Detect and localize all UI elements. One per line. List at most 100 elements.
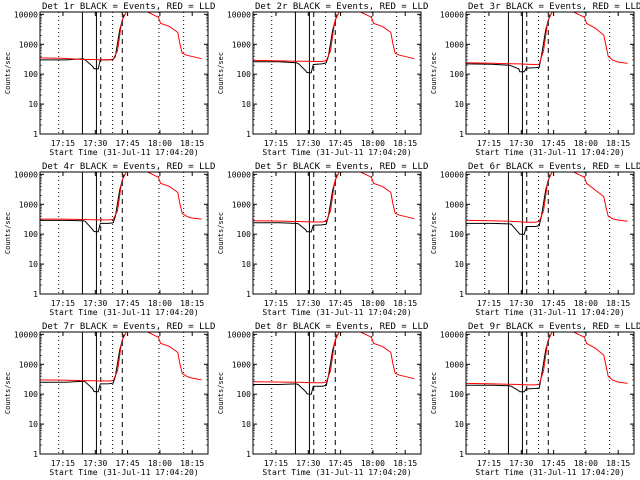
y-axis-label: Counts/sec	[430, 52, 438, 94]
x-axis-label: Start Time (31-Jul-11 17:04:20)	[49, 148, 198, 157]
x-tick-label: 17:15	[477, 299, 501, 308]
chart-panel-2: Det 2r BLACK = Events, RED = LLD Counts/s…	[217, 2, 428, 157]
x-tick-label: 17:15	[264, 459, 288, 468]
lld-series-line	[39, 331, 202, 382]
x-axis-label: Start Time (31-Jul-11 17:04:20)	[49, 468, 198, 477]
x-tick-label: 17:45	[542, 139, 566, 148]
y-tick-label: 100	[450, 70, 465, 79]
x-tick-label: 17:30	[296, 459, 320, 468]
x-tick-label: 18:00	[148, 459, 172, 468]
x-tick-label: 18:15	[393, 459, 417, 468]
x-tick-label: 18:00	[574, 299, 598, 308]
y-tick-label: 10	[454, 260, 464, 269]
x-tick-label: 17:45	[542, 459, 566, 468]
y-tick-label: 100	[450, 390, 465, 399]
x-tick-label: 17:30	[83, 139, 107, 148]
events-series-line	[40, 14, 125, 70]
x-tick-label: 18:00	[361, 299, 385, 308]
x-tick-label: 18:15	[606, 459, 630, 468]
y-tick-label: 1000	[19, 360, 38, 369]
plot-frame	[39, 11, 209, 135]
y-tick-label: 1	[33, 290, 38, 299]
y-tick-label: 10	[241, 420, 251, 429]
lld-series-line	[252, 171, 415, 223]
chart-panel-9: Det 9r BLACK = Events, RED = LLD Counts/s…	[430, 322, 640, 477]
chart-title: Det 7r BLACK = Events, RED = LLD	[42, 322, 215, 332]
y-tick-label: 10	[454, 420, 464, 429]
y-tick-label: 100	[237, 390, 252, 399]
y-tick-label: 100	[237, 70, 252, 79]
y-axis-label: Counts/sec	[217, 372, 225, 414]
events-series-line	[40, 174, 125, 233]
y-tick-label: 10	[28, 260, 38, 269]
y-tick-label: 1000	[232, 200, 251, 209]
y-axis-label: Counts/sec	[430, 372, 438, 414]
x-tick-label: 18:00	[361, 459, 385, 468]
y-tick-label: 1	[459, 450, 464, 459]
y-tick-label: 1	[33, 130, 38, 139]
y-tick-label: 10000	[227, 170, 251, 179]
x-tick-label: 17:30	[296, 139, 320, 148]
x-tick-label: 18:15	[180, 299, 204, 308]
x-tick-label: 17:15	[264, 299, 288, 308]
x-tick-label: 17:15	[264, 139, 288, 148]
x-tick-label: 17:45	[329, 299, 353, 308]
x-tick-label: 17:30	[509, 299, 533, 308]
x-tick-label: 17:30	[296, 299, 320, 308]
plot-frame	[465, 331, 635, 455]
lld-series-line	[39, 11, 202, 61]
y-tick-label: 10000	[440, 170, 464, 179]
x-tick-label: 18:15	[180, 139, 204, 148]
x-tick-label: 18:15	[393, 299, 417, 308]
x-tick-label: 18:15	[180, 459, 204, 468]
plot-frame	[39, 331, 209, 455]
lld-series-line	[465, 11, 628, 66]
x-tick-label: 17:45	[329, 459, 353, 468]
y-tick-label: 1000	[232, 360, 251, 369]
x-tick-label: 18:00	[148, 299, 172, 308]
x-axis-label: Start Time (31-Jul-11 17:04:20)	[475, 148, 624, 157]
y-tick-label: 100	[24, 390, 39, 399]
x-axis-label: Start Time (31-Jul-11 17:04:20)	[262, 308, 411, 317]
y-tick-label: 10	[454, 100, 464, 109]
y-axis-label: Counts/sec	[217, 212, 225, 254]
y-tick-label: 1	[246, 130, 251, 139]
y-tick-label: 10000	[227, 10, 251, 19]
chart-panel-8: Det 8r BLACK = Events, RED = LLD Counts/s…	[217, 322, 428, 477]
y-tick-label: 1000	[445, 40, 464, 49]
chart-panel-5: Det 5r BLACK = Events, RED = LLD Counts/s…	[217, 162, 428, 317]
y-tick-label: 1	[246, 290, 251, 299]
x-axis-label: Start Time (31-Jul-11 17:04:20)	[49, 308, 198, 317]
y-tick-label: 1	[33, 450, 38, 459]
y-tick-label: 100	[24, 230, 39, 239]
chart-panel-4: Det 4r BLACK = Events, RED = LLD Counts/s…	[4, 162, 215, 317]
chart-title: Det 4r BLACK = Events, RED = LLD	[42, 162, 215, 172]
chart-title: Det 3r BLACK = Events, RED = LLD	[468, 2, 640, 12]
x-tick-label: 18:15	[606, 139, 630, 148]
x-axis-label: Start Time (31-Jul-11 17:04:20)	[475, 308, 624, 317]
x-axis-label: Start Time (31-Jul-11 17:04:20)	[475, 468, 624, 477]
x-tick-label: 18:00	[574, 139, 598, 148]
y-tick-label: 1000	[19, 200, 38, 209]
x-tick-label: 18:00	[361, 139, 385, 148]
x-axis-label: Start Time (31-Jul-11 17:04:20)	[262, 148, 411, 157]
y-tick-label: 1	[246, 450, 251, 459]
chart-title: Det 5r BLACK = Events, RED = LLD	[255, 162, 428, 172]
y-tick-label: 1	[459, 130, 464, 139]
x-tick-label: 17:30	[509, 459, 533, 468]
x-tick-label: 17:45	[329, 139, 353, 148]
lld-series-line	[465, 331, 628, 386]
y-tick-label: 10000	[14, 330, 38, 339]
lld-series-line	[465, 171, 628, 223]
x-tick-label: 18:15	[393, 139, 417, 148]
x-tick-label: 18:15	[606, 299, 630, 308]
y-axis-label: Counts/sec	[430, 212, 438, 254]
chart-title: Det 6r BLACK = Events, RED = LLD	[468, 162, 640, 172]
y-tick-label: 10000	[440, 10, 464, 19]
y-tick-label: 100	[24, 70, 39, 79]
y-axis-label: Counts/sec	[4, 212, 12, 254]
x-axis-label: Start Time (31-Jul-11 17:04:20)	[262, 468, 411, 477]
y-tick-label: 1000	[445, 360, 464, 369]
chart-panel-6: Det 6r BLACK = Events, RED = LLD Counts/s…	[430, 162, 640, 317]
y-tick-label: 10000	[14, 10, 38, 19]
